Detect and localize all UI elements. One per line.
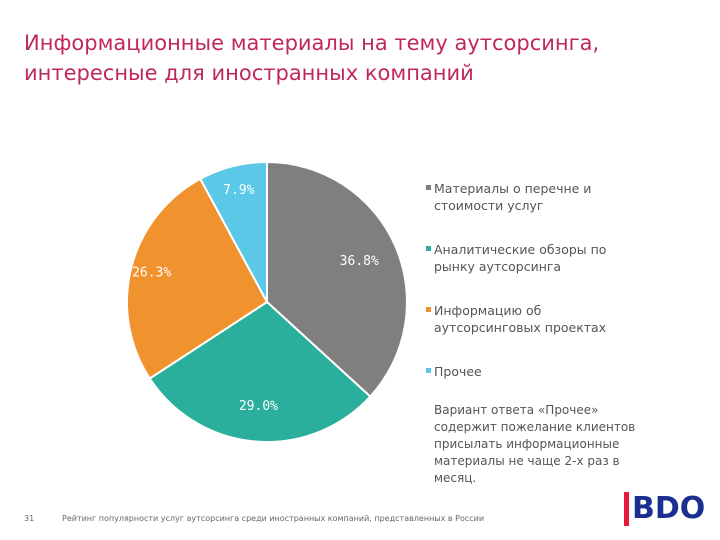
legend-swatch-projects — [426, 307, 431, 312]
legend-swatch-other — [426, 368, 431, 373]
pie-data-label-2: 29.0% — [239, 399, 278, 414]
legend-swatch-materials — [426, 185, 431, 190]
pie-slice-3 — [126, 177, 269, 380]
chart-legend: Материалы о перечне и стоимости услуг Ан… — [426, 180, 626, 407]
pie-slice-1 — [266, 160, 408, 398]
page-number: 31 — [24, 514, 35, 523]
legend-item-other: Прочее — [426, 363, 626, 380]
legend-item-projects: Информацию об аутсорсинговых проектах — [426, 302, 626, 336]
pie-data-labels: 36.8% 29.0% 26.3% 7.9% — [132, 183, 379, 414]
legend-swatch-analytics — [426, 246, 431, 251]
legend-label-projects: Информацию об аутсорсинговых проектах — [434, 303, 607, 335]
legend-label-other: Прочее — [434, 364, 482, 379]
bdo-logo: BDO — [624, 492, 705, 526]
chart-note: Вариант ответа «Прочее» содержит пожелан… — [434, 403, 636, 485]
legend-label-analytics: Аналитические обзоры по рынку аутсорсинг… — [434, 242, 607, 274]
legend-item-analytics: Аналитические обзоры по рынку аутсорсинг… — [426, 241, 626, 275]
legend-item-materials: Материалы о перечне и стоимости услуг — [426, 180, 626, 214]
pie-data-label-1: 36.8% — [340, 254, 379, 269]
page-title-line-2: интересные для иностранных компаний — [24, 61, 474, 85]
pie-slice-2 — [148, 300, 372, 443]
legend-label-materials: Материалы о перечне и стоимости услуг — [434, 181, 592, 213]
pie-slice-4 — [198, 160, 268, 303]
logo-bar — [624, 492, 629, 526]
logo-text: BDO — [632, 491, 706, 526]
page-title-line-1: Информационные материалы на тему аутсорс… — [24, 31, 600, 55]
pie-data-label-3: 26.3% — [132, 265, 171, 280]
page-title: Информационные материалы на тему аутсорс… — [24, 28, 704, 88]
pie-data-label-4: 7.9% — [223, 183, 254, 198]
pie-slices — [126, 160, 408, 443]
footer-source: Рейтинг популярности услуг аутсорсинга с… — [62, 514, 485, 523]
